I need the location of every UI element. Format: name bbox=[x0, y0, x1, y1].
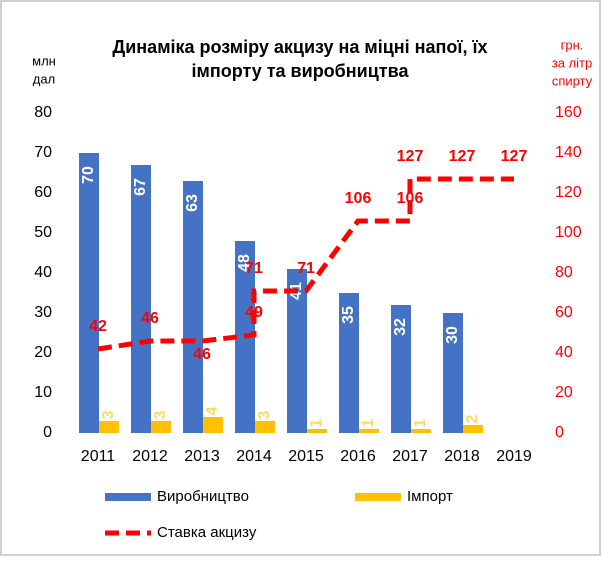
x-tick-label: 2019 bbox=[496, 448, 532, 465]
x-tick-label: 2015 bbox=[288, 448, 324, 465]
bar-value-label: 70 bbox=[80, 166, 97, 184]
x-tick-label: 2011 bbox=[81, 448, 116, 465]
x-tick-label: 2014 bbox=[236, 448, 272, 465]
bar bbox=[443, 313, 463, 433]
bar bbox=[151, 421, 171, 433]
bar-value-label: 3 bbox=[100, 410, 117, 419]
y-tick-label: 20 bbox=[34, 344, 52, 361]
y2-axis-label: за літр bbox=[552, 55, 592, 70]
y2-tick-label: 20 bbox=[555, 384, 573, 401]
y-axis-label: дал bbox=[33, 71, 55, 86]
bar bbox=[203, 417, 223, 433]
y-tick-label: 30 bbox=[34, 304, 52, 321]
y2-axis-label: грн. bbox=[561, 37, 584, 52]
bar-value-label: 1 bbox=[308, 418, 325, 427]
legend-swatch bbox=[355, 493, 401, 501]
y-tick-label: 10 bbox=[34, 384, 52, 401]
y2-tick-label: 0 bbox=[555, 424, 564, 441]
bar-value-label: 48 bbox=[236, 254, 253, 272]
y2-tick-label: 60 bbox=[555, 304, 573, 321]
bar bbox=[411, 429, 431, 433]
bar bbox=[79, 153, 99, 433]
bar-value-label: 3 bbox=[256, 410, 273, 419]
bar-value-label: 63 bbox=[184, 194, 201, 212]
bar-value-label: 1 bbox=[412, 418, 429, 427]
x-tick-label: 2013 bbox=[184, 448, 220, 465]
x-tick-label: 2017 bbox=[392, 448, 428, 465]
bar bbox=[307, 429, 327, 433]
y2-tick-label: 160 bbox=[555, 104, 582, 121]
bar-value-label: 35 bbox=[340, 306, 357, 324]
rate-value-label: 46 bbox=[193, 346, 211, 363]
bar bbox=[99, 421, 119, 433]
chart-title: Динаміка розміру акцизу на міцні напої, … bbox=[112, 37, 487, 57]
bar-value-label: 67 bbox=[132, 178, 149, 196]
bar-value-label: 3 bbox=[152, 410, 169, 419]
bar-value-label: 4 bbox=[204, 406, 221, 415]
y-tick-label: 40 bbox=[34, 264, 52, 281]
bar-value-label: 32 bbox=[392, 318, 409, 336]
rate-value-label: 49 bbox=[245, 304, 263, 321]
y2-tick-label: 80 bbox=[555, 264, 573, 281]
rate-value-label: 42 bbox=[89, 318, 107, 335]
y-tick-label: 70 bbox=[34, 144, 52, 161]
bar bbox=[255, 421, 275, 433]
x-tick-label: 2018 bbox=[444, 448, 480, 465]
y2-axis-label: спирту bbox=[552, 73, 593, 88]
x-tick-label: 2012 bbox=[132, 448, 168, 465]
y-axis-label: млн bbox=[32, 53, 56, 68]
rate-value-label: 127 bbox=[501, 148, 528, 165]
x-tick-label: 2016 bbox=[340, 448, 376, 465]
legend-label: Ставка акцизу bbox=[157, 524, 257, 541]
bar-value-label: 30 bbox=[444, 326, 461, 344]
bar bbox=[183, 181, 203, 433]
rate-value-label: 106 bbox=[397, 190, 424, 207]
rate-value-label: 71 bbox=[297, 260, 315, 277]
y-tick-label: 80 bbox=[34, 104, 52, 121]
bar-value-label: 1 bbox=[360, 418, 377, 427]
y2-tick-label: 120 bbox=[555, 184, 582, 201]
rate-value-label: 127 bbox=[397, 148, 424, 165]
y2-tick-label: 40 bbox=[555, 344, 573, 361]
y-tick-label: 0 bbox=[43, 424, 52, 441]
rate-line bbox=[97, 176, 514, 352]
bar bbox=[131, 165, 151, 433]
rate-value-label: 46 bbox=[141, 310, 159, 327]
bar bbox=[391, 305, 411, 433]
bar bbox=[339, 293, 359, 433]
y2-tick-label: 100 bbox=[555, 224, 582, 241]
chart-title: імпорту та виробництва bbox=[192, 61, 410, 81]
rate-value-label: 106 bbox=[345, 190, 372, 207]
y2-tick-label: 140 bbox=[555, 144, 582, 161]
y-tick-label: 50 bbox=[34, 224, 52, 241]
rate-value-label: 127 bbox=[449, 148, 476, 165]
rate-value-label: 71 bbox=[245, 260, 263, 277]
legend-label: Виробництво bbox=[157, 488, 249, 505]
bar bbox=[463, 425, 483, 433]
bar bbox=[359, 429, 379, 433]
bar-value-label: 2 bbox=[464, 414, 481, 423]
y-tick-label: 60 bbox=[34, 184, 52, 201]
legend-swatch bbox=[105, 493, 151, 501]
bar bbox=[287, 269, 307, 433]
legend-label: Імпорт bbox=[407, 488, 453, 505]
